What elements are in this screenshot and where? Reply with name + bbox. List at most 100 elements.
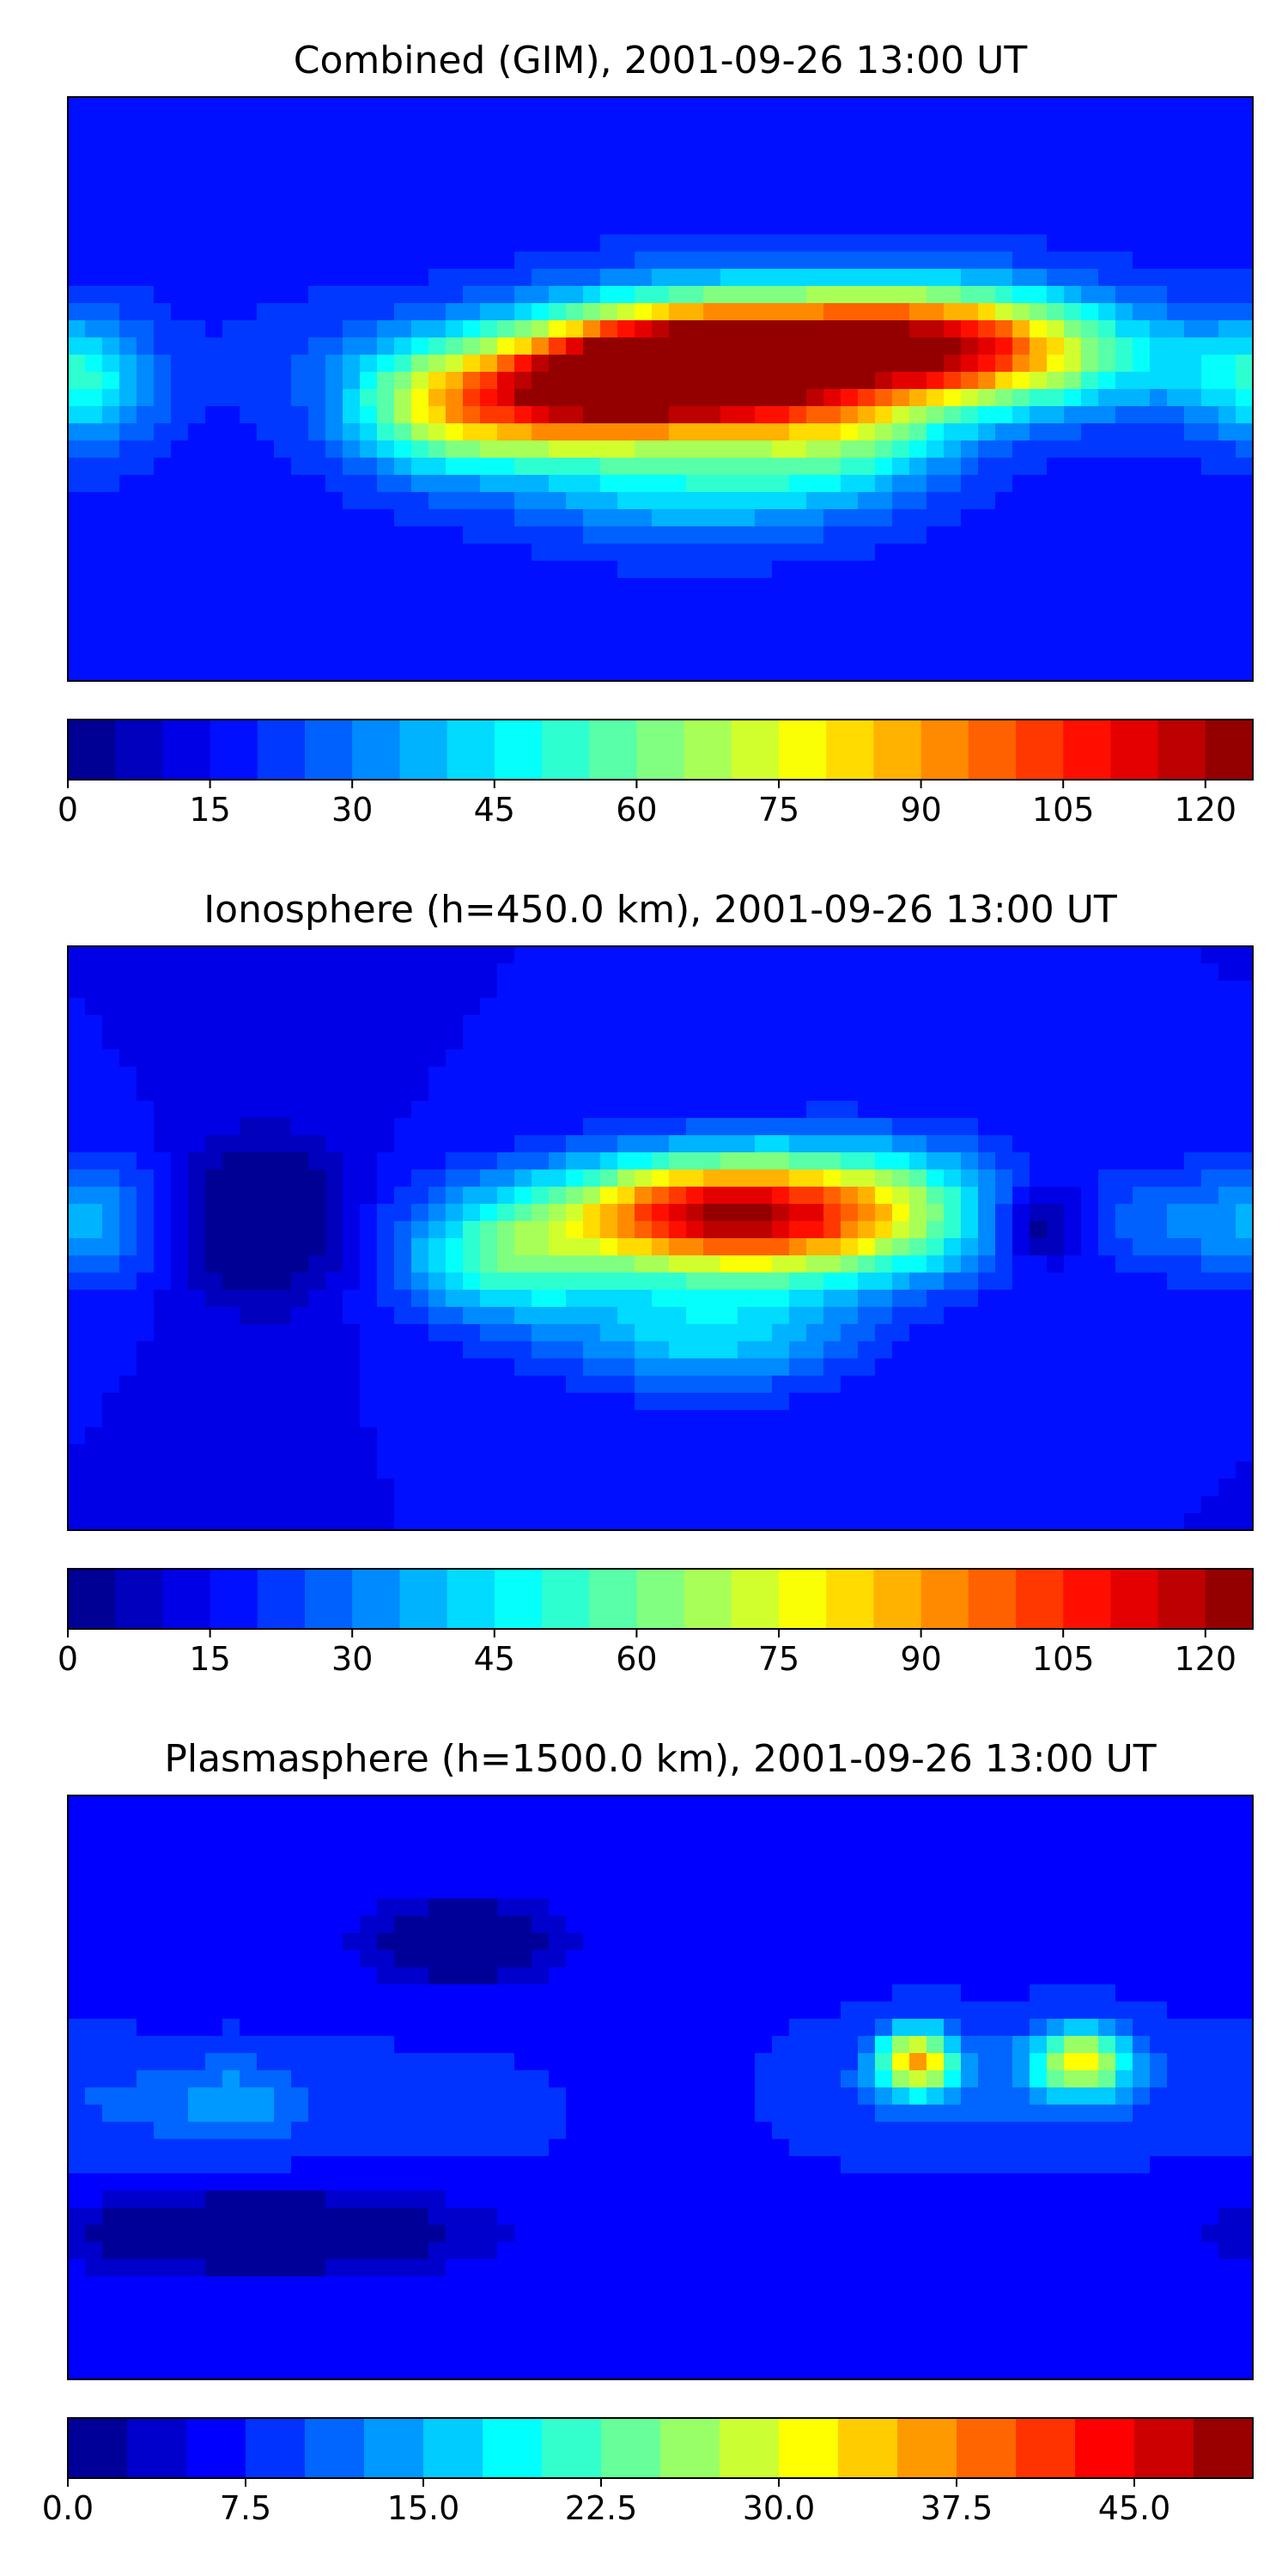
contour-cell [274, 492, 292, 510]
contour-cell [1081, 200, 1099, 218]
contour-cell [1064, 1307, 1082, 1325]
contour-cell [222, 286, 240, 304]
contour-cell [291, 1187, 309, 1205]
contour-cell [154, 1290, 172, 1308]
contour-cell [154, 1830, 172, 1848]
contour-cell [600, 1324, 618, 1342]
contour-cell [875, 286, 893, 304]
contour-cell [1150, 1376, 1168, 1394]
contour-cell [446, 1307, 464, 1325]
contour-cell [823, 183, 841, 201]
contour-cell [68, 303, 86, 321]
contour-cell [720, 183, 738, 201]
contour-cell [291, 526, 309, 544]
contour-cell [1150, 458, 1168, 476]
contour-cell [532, 1066, 550, 1084]
contour-cell [1133, 492, 1151, 510]
contour-cell [205, 320, 223, 338]
contour-cell [411, 423, 429, 441]
contour-cell [257, 1049, 275, 1067]
contour-cell [1115, 1496, 1133, 1514]
contour-cell [394, 252, 412, 270]
contour-cell [1150, 1290, 1168, 1308]
contour-cell [1150, 664, 1168, 681]
colorbar-segment [352, 1569, 400, 1629]
contour-cell [1098, 1444, 1116, 1462]
contour-cell [325, 1273, 343, 1291]
contour-cell [1236, 595, 1253, 613]
contour-cell [1218, 612, 1236, 630]
chart-panel-3: Plasmasphere (h=1500.0 km), 2001-09-26 1… [42, 1737, 1254, 2527]
contour-cell [119, 578, 137, 596]
contour-cell [841, 1795, 859, 1814]
contour-cell [1133, 269, 1151, 287]
contour-cell [995, 1513, 1013, 1530]
contour-cell [377, 1427, 395, 1445]
contour-cell [738, 629, 756, 647]
contour-cell [703, 1066, 721, 1084]
contour-cell [652, 1170, 670, 1188]
contour-cell [600, 561, 618, 579]
contour-cell [823, 612, 841, 630]
contour-cell [1201, 166, 1219, 184]
contour-cell [549, 355, 567, 373]
contour-cell [343, 200, 361, 218]
contour-cell [875, 1427, 893, 1445]
contour-cell [892, 234, 910, 252]
contour-cell [1012, 629, 1030, 647]
contour-cell [1218, 320, 1236, 338]
contour-cell [789, 1427, 807, 1445]
contour-cell [514, 1376, 532, 1394]
contour-cell [549, 1479, 567, 1497]
contour-cell [961, 303, 979, 321]
contour-cell [600, 1049, 618, 1067]
contour-cell [102, 578, 120, 596]
contour-cell [497, 544, 515, 562]
contour-cell [274, 1324, 292, 1342]
contour-cell [1236, 475, 1253, 493]
contour-cell [514, 1084, 532, 1102]
contour-cell [583, 1393, 601, 1411]
contour-cell [428, 998, 447, 1016]
contour-cell [961, 612, 979, 630]
contour-cell [858, 1376, 876, 1394]
contour-cell [291, 1461, 309, 1479]
contour-cell [600, 612, 618, 630]
contour-cell [1236, 1101, 1253, 1119]
contour-cell [875, 526, 893, 544]
contour-cell [240, 1795, 258, 1814]
contour-cell [1012, 475, 1030, 493]
contour-cell [240, 355, 258, 373]
contour-cell [995, 1118, 1013, 1136]
contour-cell [617, 595, 635, 613]
contour-cell [428, 389, 447, 407]
contour-cell [1184, 1135, 1202, 1153]
contour-cell [1184, 1444, 1202, 1462]
contour-cell [394, 131, 412, 149]
contour-cell [944, 286, 962, 304]
contour-cell [600, 475, 618, 493]
contour-cell [171, 1444, 189, 1462]
contour-cell [617, 355, 635, 373]
contour-cell [583, 355, 601, 373]
contour-cell [154, 355, 172, 373]
contour-cell [841, 1135, 859, 1153]
contour-cell [1133, 1101, 1151, 1119]
contour-cell [789, 1273, 807, 1291]
contour-cell [909, 355, 927, 373]
colorbar-segment [636, 1569, 685, 1629]
contour-cell [154, 1255, 172, 1273]
contour-cell [961, 1479, 979, 1497]
contour-cell [222, 1479, 240, 1497]
contour-cell [411, 1049, 429, 1067]
contour-cell [978, 963, 996, 981]
contour-cell [1098, 664, 1116, 681]
contour-cell [1064, 1341, 1082, 1359]
contour-cell [171, 269, 189, 287]
contour-cell [738, 1221, 756, 1239]
contour-cell [772, 1410, 790, 1428]
contour-cell [480, 578, 498, 596]
contour-cell [1218, 1813, 1236, 1831]
contour-cell [686, 1204, 704, 1222]
contour-cell [858, 1795, 876, 1814]
